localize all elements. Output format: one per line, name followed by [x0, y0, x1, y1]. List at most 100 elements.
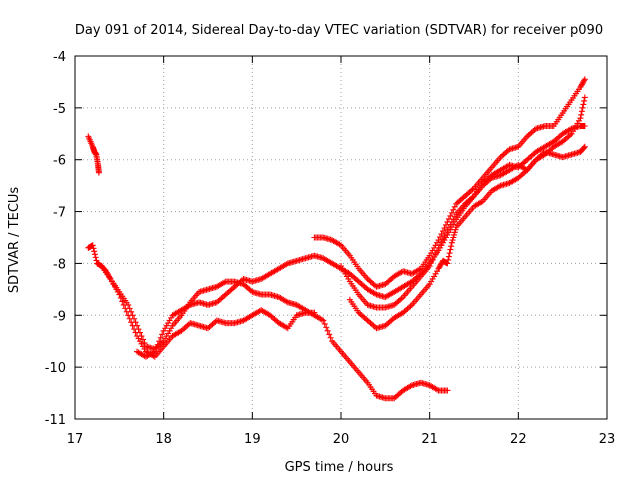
data-point-interp: [139, 336, 146, 343]
data-point-interp: [445, 253, 452, 260]
data-point-interp: [157, 334, 164, 341]
data-point: [426, 263, 433, 270]
data-point-interp: [434, 247, 441, 254]
data-point-interp: [441, 232, 448, 239]
y-tick-label: -4: [53, 50, 66, 65]
data-point-interp: [324, 327, 331, 334]
y-tick-label: -5: [53, 102, 66, 117]
data-point-interp: [138, 333, 145, 340]
data-point-interp: [159, 331, 166, 338]
y-tick-label: -9: [53, 309, 66, 324]
series-arc-7: [346, 143, 588, 332]
data-point-interp: [451, 229, 458, 236]
y-tick-label: -10: [45, 361, 66, 376]
data-point-interp: [90, 245, 97, 252]
data-point-interp: [93, 257, 100, 264]
series-arc-1: [85, 133, 102, 176]
data-point-interp: [327, 334, 334, 341]
data-point-interp: [437, 241, 444, 248]
y-tick-label: -11: [45, 413, 66, 428]
data-point-interp: [439, 235, 446, 242]
data-point: [125, 301, 132, 308]
data-point-interp: [438, 238, 445, 245]
data-point: [581, 143, 588, 150]
data-point: [444, 260, 451, 267]
x-axis-label: GPS time / hours: [285, 460, 394, 475]
data-point-interp: [445, 256, 452, 263]
data-point-interp: [579, 104, 586, 111]
data-point-interp: [451, 231, 458, 238]
data-points: [85, 76, 588, 402]
data-point: [134, 322, 141, 329]
data-point-interp: [153, 345, 160, 352]
y-axis-label: SDTVAR / TECUs: [7, 187, 22, 294]
data-point-interp: [428, 259, 435, 266]
x-tick-label: 17: [67, 432, 84, 447]
data-point-interp: [432, 250, 439, 257]
data-point-interp: [446, 250, 453, 257]
data-point-interp: [578, 111, 585, 118]
data-point-interp: [156, 338, 163, 345]
data-point: [581, 123, 588, 130]
data-point-interp: [431, 253, 438, 260]
data-point: [577, 115, 584, 122]
grid: [75, 56, 607, 419]
data-point-interp: [452, 226, 459, 233]
x-tick-label: 22: [510, 432, 527, 447]
series-arc-3: [98, 263, 451, 402]
data-point-interp: [326, 331, 333, 338]
data-point: [581, 94, 588, 101]
x-tick-label: 20: [333, 432, 350, 447]
axis-ticks: [74, 55, 608, 420]
data-point-interp: [429, 256, 436, 263]
data-point-interp: [449, 237, 456, 244]
data-point-interp: [141, 339, 148, 346]
x-tick-label: 23: [599, 432, 616, 447]
data-point-interp: [91, 251, 98, 258]
data-point-interp: [137, 329, 144, 336]
data-point-interp: [578, 108, 585, 115]
data-point-interp: [129, 312, 136, 319]
chart-title: Day 091 of 2014, Sidereal Day-to-day VTE…: [75, 23, 603, 38]
data-point-interp: [154, 341, 161, 348]
data-point-interp: [580, 101, 587, 108]
data-point-interp: [132, 319, 139, 326]
data-point-interp: [131, 315, 138, 322]
data-point: [89, 242, 96, 249]
series-arc-5: [311, 76, 588, 290]
data-point-interp: [321, 320, 328, 327]
data-point-interp: [106, 274, 113, 281]
x-tick-label: 21: [421, 432, 438, 447]
data-point-interp: [451, 203, 458, 210]
x-tick-labels: 17 18 19 20 21 22 23: [67, 432, 616, 447]
data-point: [95, 169, 102, 176]
data-point-interp: [126, 305, 133, 312]
data-point-interp: [581, 97, 588, 104]
data-point-interp: [447, 246, 454, 253]
y-tick-label: -6: [53, 154, 66, 169]
data-point-interp: [119, 298, 126, 305]
data-point-interp: [91, 248, 98, 255]
data-point-interp: [448, 209, 455, 216]
data-point-interp: [128, 308, 135, 315]
data-point: [151, 348, 158, 355]
data-point: [435, 244, 442, 251]
data-point: [320, 317, 327, 324]
data-point-interp: [447, 212, 454, 219]
data-point-interp: [135, 326, 142, 333]
data-point-interp: [581, 77, 588, 84]
data-point-interp: [450, 206, 457, 213]
data-point-interp: [448, 243, 455, 250]
x-tick-label: 19: [244, 432, 261, 447]
data-point-interp: [442, 229, 449, 236]
data-point-interp: [323, 324, 330, 331]
y-tick-labels: -4 -5 -6 -7 -8 -9 -10 -11: [45, 50, 66, 428]
x-tick-label: 18: [155, 432, 172, 447]
data-point-interp: [581, 144, 588, 151]
data-point: [581, 76, 588, 83]
data-point-interp: [450, 234, 457, 241]
y-tick-label: -8: [53, 257, 66, 272]
data-point-interp: [92, 254, 99, 261]
data-point: [448, 239, 455, 246]
